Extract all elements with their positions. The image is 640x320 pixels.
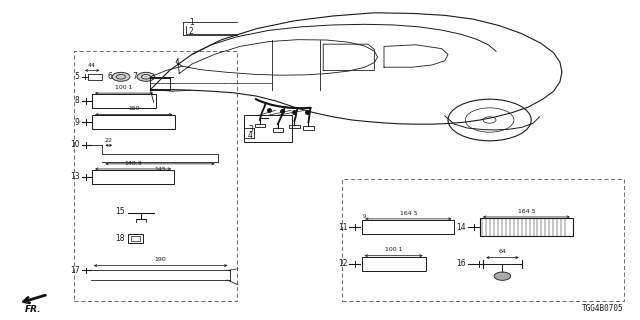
- Bar: [303, 126, 314, 130]
- Text: 44: 44: [88, 63, 96, 68]
- Text: FR.: FR.: [25, 305, 42, 314]
- Bar: [74, 51, 237, 301]
- Text: 15: 15: [115, 207, 125, 216]
- Text: 16: 16: [456, 260, 466, 268]
- Text: 9: 9: [362, 214, 365, 219]
- Bar: [362, 257, 426, 271]
- Text: 100 1: 100 1: [385, 247, 403, 252]
- Bar: [255, 124, 265, 127]
- Bar: [92, 94, 156, 108]
- Text: 4: 4: [248, 132, 253, 140]
- Text: 64: 64: [499, 249, 506, 254]
- Text: 18: 18: [115, 234, 125, 243]
- Text: 13: 13: [70, 172, 79, 181]
- Circle shape: [112, 72, 130, 81]
- Circle shape: [137, 72, 155, 81]
- Text: 159: 159: [128, 106, 140, 111]
- Text: 3: 3: [248, 125, 253, 134]
- Bar: [342, 179, 624, 301]
- Bar: [131, 236, 140, 241]
- Text: 190: 190: [155, 257, 166, 262]
- Bar: [289, 125, 300, 128]
- Text: 17: 17: [70, 266, 79, 275]
- Text: 10: 10: [70, 140, 79, 149]
- Text: 8: 8: [75, 96, 79, 105]
- Circle shape: [494, 272, 511, 280]
- Text: 12: 12: [338, 260, 348, 268]
- Bar: [362, 220, 454, 234]
- Bar: [244, 115, 292, 142]
- Text: 14: 14: [456, 223, 466, 232]
- Bar: [480, 218, 573, 236]
- Bar: [128, 234, 143, 243]
- Bar: [88, 74, 102, 80]
- Text: 6: 6: [107, 72, 112, 81]
- Text: 7: 7: [132, 72, 138, 81]
- Bar: [273, 128, 283, 132]
- Text: 100 1: 100 1: [115, 85, 133, 90]
- Bar: [92, 115, 175, 129]
- Text: 9: 9: [74, 118, 79, 127]
- Text: 145: 145: [154, 167, 166, 172]
- Text: 1: 1: [189, 18, 193, 27]
- Text: 5: 5: [74, 72, 79, 81]
- Text: 11: 11: [338, 223, 348, 232]
- Bar: [92, 170, 174, 184]
- Text: TGG4B0705: TGG4B0705: [582, 304, 624, 313]
- Text: 2: 2: [189, 27, 193, 36]
- Text: 164 5: 164 5: [518, 209, 535, 214]
- Text: 22: 22: [105, 138, 113, 143]
- Text: 140.9: 140.9: [124, 161, 142, 166]
- Text: 164 5: 164 5: [399, 211, 417, 216]
